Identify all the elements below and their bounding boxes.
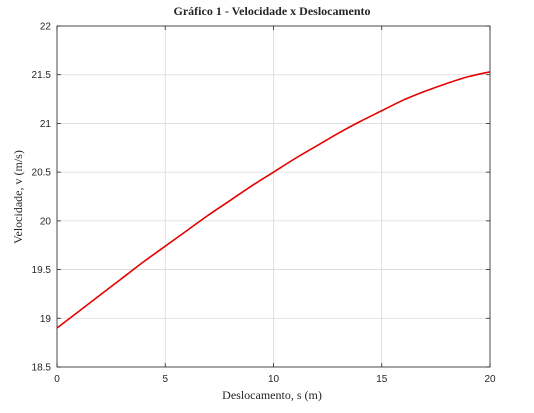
x-tick-label: 0 (54, 374, 60, 385)
y-tick-label: 20.5 (32, 168, 52, 179)
x-tick-label: 10 (268, 374, 280, 385)
x-tick-label: 20 (484, 374, 496, 385)
y-tick-label: 22 (40, 22, 52, 33)
y-tick-label: 20 (40, 216, 52, 227)
y-tick-label: 19.5 (32, 265, 52, 276)
y-tick-label: 19 (40, 314, 52, 325)
x-tick-label: 5 (162, 374, 168, 385)
y-tick-label: 21.5 (32, 70, 52, 81)
y-tick-label: 18.5 (32, 363, 52, 374)
x-axis-label: Deslocamento, s (m) (222, 388, 322, 402)
chart-title: Gráfico 1 - Velocidade x Deslocamento (174, 4, 371, 18)
y-tick-label: 21 (40, 119, 52, 130)
x-tick-label: 15 (376, 374, 388, 385)
y-axis-label: Velocidade, v (m/s) (11, 150, 25, 244)
